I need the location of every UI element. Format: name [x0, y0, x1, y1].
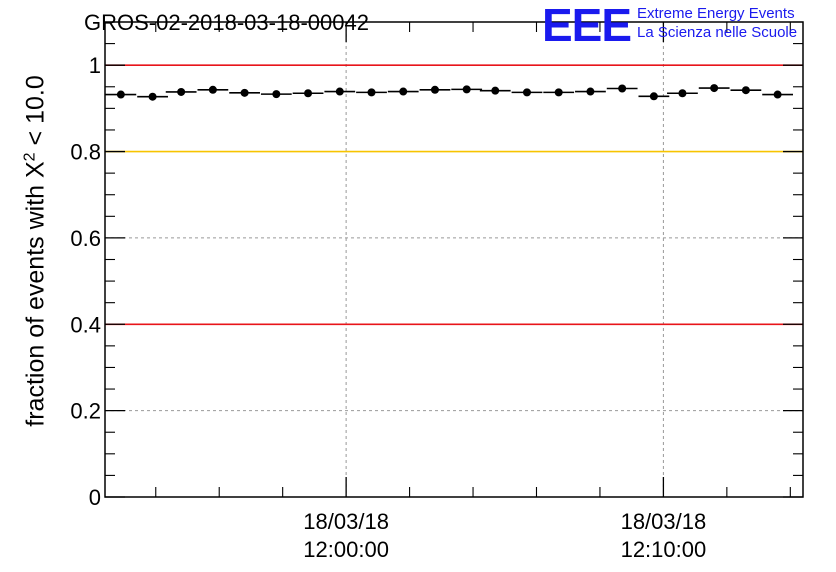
y-axis-label: fraction of events with X2 < 10.0: [21, 75, 50, 426]
x-tick-label-time: 12:10:00: [621, 537, 707, 562]
x-tick-label-time: 12:00:00: [303, 537, 389, 562]
data-point: [399, 87, 408, 96]
y-axis-label-sup: 2: [21, 152, 39, 162]
tick-labels: 0 0.2 0.4 0.6 0.8 1 18/03/18 12:00:00 18/03/18 12…: [70, 53, 706, 562]
data-point: [148, 92, 157, 101]
data-point: [522, 88, 531, 97]
chart-title: GROS-02-2018-03-18-00042: [84, 10, 369, 35]
eee-logo: EEE: [542, 0, 632, 51]
data-point: [773, 90, 782, 99]
logo-caption-line1: Extreme Energy Events: [637, 5, 795, 22]
y-tick-label: 0.4: [70, 312, 101, 337]
data-point: [554, 88, 563, 97]
data-point: [177, 87, 186, 96]
x-tick-label-date: 18/03/18: [621, 509, 707, 534]
data-point: [586, 87, 595, 96]
data-point: [208, 85, 217, 94]
data-point: [304, 89, 313, 98]
data-point: [240, 88, 249, 97]
data-point: [272, 90, 281, 99]
axis-ticks: [105, 21, 803, 498]
y-tick-label: 0.8: [70, 140, 101, 165]
y-tick-label: 1: [89, 53, 101, 78]
data-point: [335, 87, 344, 96]
data-point: [741, 86, 750, 95]
plot-frame: [104, 21, 804, 498]
data-point: [462, 85, 471, 94]
data-point: [678, 89, 687, 98]
data-point: [710, 84, 719, 93]
x-tick-label-date: 18/03/18: [303, 509, 389, 534]
data-points: [105, 84, 794, 101]
data-point: [491, 86, 500, 95]
data-point: [430, 85, 439, 94]
data-point: [367, 88, 376, 97]
grid-lines: [105, 22, 803, 497]
y-tick-label: 0.2: [70, 399, 101, 424]
y-tick-label: 0: [89, 485, 101, 510]
data-point: [618, 84, 627, 93]
logo-caption: Extreme Energy Events La Scienza nelle S…: [637, 4, 797, 42]
data-point: [116, 90, 125, 99]
y-axis-label-suffix: < 10.0: [21, 75, 50, 153]
logo-caption-line2: La Scienza nelle Scuole: [637, 24, 798, 41]
data-point: [649, 92, 658, 101]
y-tick-label: 0.6: [70, 226, 101, 251]
reference-lines: [105, 64, 803, 326]
y-axis-label-prefix: fraction of events with X: [21, 161, 50, 427]
